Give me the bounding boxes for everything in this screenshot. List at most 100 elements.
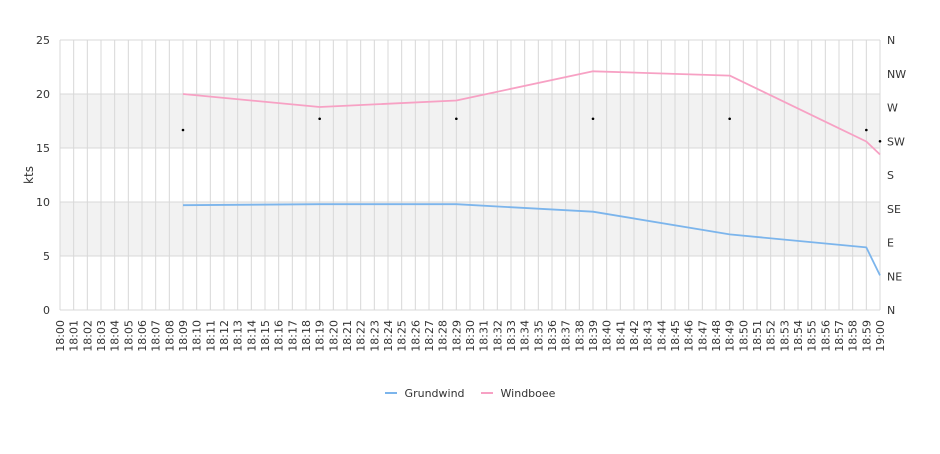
x-tick-label: 18:18	[300, 320, 313, 352]
y-tick-label: 20	[36, 88, 50, 101]
x-tick-label: 18:33	[505, 320, 518, 352]
series-line-windboee	[182, 70, 881, 156]
direction-tick-label: N	[887, 304, 895, 317]
x-axis-ticks: 18:00 18:01 18:02 18:03 18:04 18:05 18:06 18:07…	[54, 320, 887, 352]
x-tick-label: 18:13	[232, 320, 245, 352]
direction-marker	[455, 117, 458, 121]
legend: Grundwind Windboee	[0, 384, 940, 400]
legend-item-windboee[interactable]: Windboee	[480, 386, 556, 400]
x-tick-label: 18:11	[204, 320, 217, 352]
x-tick-label: 18:45	[669, 320, 682, 352]
x-tick-label: 18:36	[546, 320, 559, 352]
x-tick-label: 18:41	[614, 320, 627, 352]
x-tick-label: 18:54	[792, 320, 805, 352]
x-tick-label: 18:47	[696, 320, 709, 352]
y-tick-label: 5	[43, 250, 50, 263]
x-tick-label: 18:50	[737, 320, 750, 352]
x-tick-label: 18:51	[751, 320, 764, 352]
legend-label: Grundwind	[404, 386, 465, 400]
x-tick-label: 18:48	[710, 320, 723, 352]
direction-axis-ticks: N NE E SE S SW W NW N	[887, 34, 906, 317]
direction-tick-label: NE	[887, 270, 902, 283]
x-tick-label: 18:53	[778, 320, 791, 352]
x-tick-label: 18:56	[819, 320, 832, 352]
x-tick-label: 18:01	[68, 320, 81, 352]
legend-swatch	[384, 392, 397, 394]
direction-tick-label: N	[887, 34, 895, 47]
x-tick-label: 18:55	[806, 320, 819, 352]
direction-tick-label: NW	[887, 68, 906, 81]
direction-tick-label: E	[887, 237, 894, 250]
direction-marker	[318, 117, 321, 121]
x-tick-label: 18:16	[273, 320, 286, 352]
x-tick-label: 18:22	[355, 320, 368, 352]
x-tick-label: 18:02	[81, 320, 94, 352]
x-tick-label: 18:21	[341, 320, 354, 352]
y-axis-label: kts	[22, 166, 36, 184]
x-tick-label: 18:19	[314, 320, 327, 352]
x-tick-label: 18:46	[683, 320, 696, 352]
direction-marker	[865, 128, 868, 132]
x-tick-label: 18:28	[437, 320, 450, 352]
x-tick-label: 19:00	[874, 320, 887, 352]
x-tick-label: 18:15	[259, 320, 272, 352]
x-tick-label: 18:42	[628, 320, 641, 352]
x-tick-label: 18:34	[519, 320, 532, 352]
x-tick-label: 18:25	[396, 320, 409, 352]
grid-lines	[59, 39, 881, 311]
x-tick-label: 18:17	[286, 320, 299, 352]
x-tick-label: 18:38	[573, 320, 586, 352]
x-tick-label: 18:09	[177, 320, 190, 352]
x-tick-label: 18:32	[491, 320, 504, 352]
x-tick-label: 18:58	[847, 320, 860, 352]
x-tick-label: 18:20	[327, 320, 340, 352]
legend-item-grundwind[interactable]: Grundwind	[384, 386, 465, 400]
direction-tick-label: SE	[887, 203, 901, 216]
x-tick-label: 18:14	[245, 320, 258, 352]
direction-marker	[181, 128, 185, 132]
series-lines	[182, 70, 881, 276]
legend-label: Windboee	[500, 386, 556, 400]
x-tick-label: 18:08	[163, 320, 176, 352]
x-tick-label: 18:26	[409, 320, 422, 352]
x-tick-label: 18:29	[450, 320, 463, 352]
direction-marker	[591, 117, 595, 121]
x-tick-label: 18:57	[833, 320, 846, 352]
x-tick-label: 18:43	[642, 320, 655, 352]
x-tick-label: 18:27	[423, 320, 436, 352]
direction-tick-label: SW	[887, 135, 905, 148]
y-tick-label: 10	[36, 196, 50, 209]
x-tick-label: 18:59	[860, 320, 873, 352]
x-tick-label: 18:07	[150, 320, 163, 352]
x-tick-label: 18:06	[136, 320, 149, 352]
direction-tick-label: S	[887, 169, 894, 182]
direction-marker	[878, 139, 882, 143]
x-tick-label: 18:23	[368, 320, 381, 352]
x-tick-label: 18:35	[532, 320, 545, 352]
y-axis-ticks: 0 5 10 15 20 25	[36, 34, 50, 317]
x-tick-label: 18:31	[478, 320, 491, 352]
x-tick-label: 18:49	[724, 320, 737, 352]
direction-marker	[728, 117, 731, 121]
x-tick-label: 18:39	[587, 320, 600, 352]
x-tick-label: 18:44	[655, 320, 668, 352]
direction-tick-label: W	[887, 102, 898, 115]
x-tick-label: 18:00	[54, 320, 67, 352]
legend-swatch	[480, 392, 493, 394]
y-tick-label: 0	[43, 304, 50, 317]
x-tick-label: 18:04	[109, 320, 122, 352]
series-line-grundwind	[182, 203, 881, 276]
y-tick-label: 15	[36, 142, 50, 155]
direction-markers	[181, 117, 882, 143]
x-tick-label: 18:52	[765, 320, 778, 352]
x-tick-label: 18:03	[95, 320, 108, 352]
x-tick-label: 18:37	[560, 320, 573, 352]
x-tick-label: 18:10	[191, 320, 204, 352]
x-tick-label: 18:24	[382, 320, 395, 352]
x-tick-label: 18:05	[122, 320, 135, 352]
x-tick-label: 18:40	[601, 320, 614, 352]
x-tick-label: 18:30	[464, 320, 477, 352]
y-tick-label: 25	[36, 34, 50, 47]
